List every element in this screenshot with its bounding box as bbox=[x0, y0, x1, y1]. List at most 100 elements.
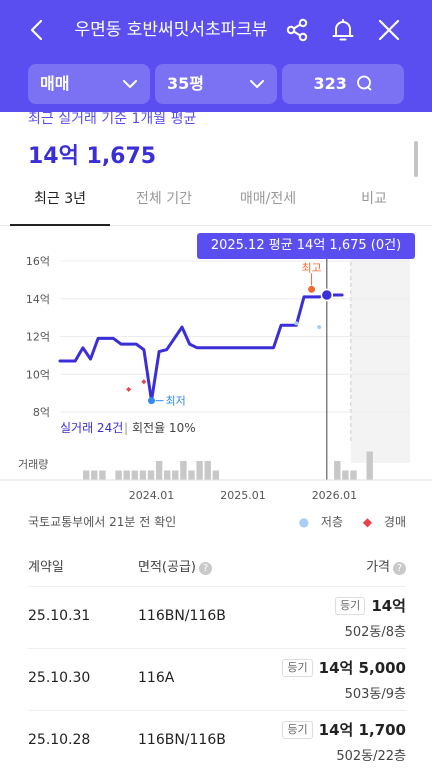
low-floor-point bbox=[317, 325, 322, 330]
period-tabs: 최근 3년 전체 기간 매매/전세 비교 bbox=[0, 180, 432, 226]
volume-bar bbox=[155, 461, 163, 480]
volume-bar bbox=[131, 470, 138, 480]
table-row[interactable]: 25.10.31 116BN/116B 등기 14억 502동/8층 bbox=[28, 586, 406, 648]
row-unit: 502동/8층 bbox=[344, 625, 406, 640]
circle-icon: ● bbox=[298, 515, 310, 529]
data-source: 국토교통부에서 21분 전 확인 bbox=[28, 515, 177, 529]
volume-bar bbox=[180, 461, 187, 480]
price-series-line bbox=[58, 293, 344, 403]
volume-bar bbox=[212, 470, 219, 480]
legend-auction: ◆ 경매 bbox=[362, 515, 406, 529]
header-date: 계약일 bbox=[28, 560, 64, 575]
tab-recent-3y[interactable]: 최근 3년 bbox=[10, 180, 110, 226]
row-price: 등기 14억 1,700 bbox=[282, 719, 406, 740]
scrollbar-thumb[interactable] bbox=[414, 141, 418, 177]
tab-all-period[interactable]: 전체 기간 bbox=[136, 191, 192, 207]
comments-button[interactable]: 323 bbox=[282, 64, 404, 104]
registered-badge: 등기 bbox=[282, 659, 313, 677]
volume-bar bbox=[334, 461, 341, 480]
volume-bar bbox=[83, 470, 90, 480]
volume-bar bbox=[99, 470, 106, 480]
close-button[interactable] bbox=[374, 15, 404, 45]
average-price: 14억 1,675 bbox=[28, 144, 157, 169]
volume-bar bbox=[342, 470, 349, 480]
min-point bbox=[147, 397, 155, 405]
chart-legend: ● 저층 ◆ 경매 bbox=[283, 513, 406, 530]
chevron-down-icon bbox=[123, 80, 137, 88]
bell-icon bbox=[332, 19, 354, 41]
page-title: 우면동 호반써밋서초파크뷰 bbox=[74, 20, 268, 40]
table-row[interactable]: 25.10.30 116A 등기 14억 5,000 503동/9층 bbox=[28, 648, 406, 710]
registered-badge: 등기 bbox=[282, 721, 313, 739]
max-label: 최고 bbox=[301, 261, 321, 274]
help-icon[interactable]: ? bbox=[198, 562, 212, 575]
summary-separator: | bbox=[124, 421, 128, 435]
volume-bar bbox=[366, 451, 373, 480]
volume-bar bbox=[147, 470, 155, 480]
row-date: 25.10.31 bbox=[28, 608, 91, 624]
deal-count-label: 실거래 24건 bbox=[60, 421, 123, 435]
volume-bar bbox=[196, 461, 203, 480]
trade-type-select[interactable]: 매매 bbox=[28, 64, 150, 104]
y-tick-label: 16억 bbox=[26, 255, 50, 268]
volume-bar bbox=[123, 470, 130, 480]
chart-tooltip: 2025.12 평균 14억 1,675 (0건) bbox=[197, 233, 415, 259]
min-label: 최저 bbox=[165, 395, 185, 408]
chevron-left-icon bbox=[30, 19, 43, 41]
close-icon bbox=[378, 19, 400, 41]
diamond-icon: ◆ bbox=[362, 515, 373, 529]
future-area bbox=[350, 248, 410, 463]
volume-bar bbox=[188, 470, 195, 480]
volume-bar bbox=[139, 470, 147, 480]
auction-point bbox=[141, 379, 147, 385]
tab-compare[interactable]: 비교 bbox=[361, 191, 387, 207]
row-area: 116A bbox=[138, 670, 175, 686]
trade-type-label: 매매 bbox=[40, 74, 70, 93]
speech-bubble-icon bbox=[357, 75, 372, 91]
x-tick-label: 2025.01 bbox=[220, 489, 266, 502]
chevron-down-icon bbox=[250, 80, 264, 88]
row-date: 25.10.28 bbox=[28, 732, 91, 748]
comment-count: 323 bbox=[313, 74, 347, 93]
back-button[interactable] bbox=[24, 16, 52, 44]
chart-meta: 국토교통부에서 21분 전 확인 ● 저층 ◆ 경매 bbox=[28, 513, 406, 533]
y-tick-label: 8억 bbox=[33, 406, 50, 419]
row-area: 116BN/116B bbox=[138, 732, 226, 748]
volume-bar bbox=[350, 470, 357, 480]
row-unit: 502동/22층 bbox=[336, 749, 406, 764]
share-icon bbox=[286, 18, 308, 42]
row-price: 등기 14억 5,000 bbox=[282, 657, 406, 678]
volume-bar bbox=[204, 461, 211, 480]
volume-bar bbox=[115, 470, 122, 480]
size-label: 35평 bbox=[167, 74, 204, 93]
volume-bar bbox=[91, 470, 98, 480]
turnover-label: 회전율 10% bbox=[132, 421, 196, 435]
registered-badge: 등기 bbox=[335, 597, 366, 615]
app-header: 우면동 호반써밋서초파크뷰 매매 35평 323 bbox=[0, 0, 432, 112]
x-tick-label: 2024.01 bbox=[129, 489, 175, 502]
x-tick-label: 2026.01 bbox=[312, 489, 358, 502]
y-tick-label: 10억 bbox=[26, 368, 50, 381]
row-unit: 503동/9층 bbox=[344, 687, 406, 702]
volume-bar bbox=[172, 470, 179, 480]
notification-button[interactable] bbox=[328, 15, 358, 45]
volume-label: 거래량 bbox=[18, 458, 48, 471]
average-caption: 최근 실거래 기준 1개월 평균 bbox=[28, 111, 197, 127]
share-button[interactable] bbox=[282, 15, 312, 45]
y-tick-label: 14억 bbox=[26, 293, 50, 306]
header-price: 가격? bbox=[366, 556, 406, 575]
table-row[interactable]: 25.10.28 116BN/116B 등기 14억 1,700 502동/22층 bbox=[28, 710, 406, 772]
y-tick-label: 12억 bbox=[26, 331, 50, 344]
legend-low-floor: ● 저층 bbox=[298, 515, 344, 529]
low-floor-point bbox=[294, 321, 299, 326]
auction-point bbox=[126, 386, 132, 392]
tab-sale-jeonse[interactable]: 매매/전세 bbox=[239, 191, 297, 207]
row-date: 25.10.30 bbox=[28, 670, 91, 686]
current-point bbox=[320, 288, 334, 302]
volume-bar bbox=[164, 470, 171, 480]
transactions-table-header: 계약일 면적(공급)? 가격? bbox=[28, 556, 406, 576]
size-select[interactable]: 35평 bbox=[155, 64, 277, 104]
help-icon[interactable]: ? bbox=[393, 562, 406, 575]
